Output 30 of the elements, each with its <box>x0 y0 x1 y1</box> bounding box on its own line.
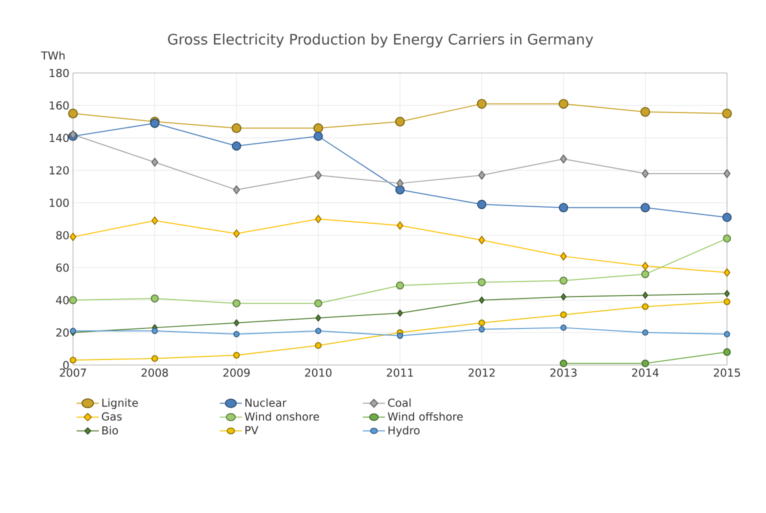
x-tick-label: 2015 <box>714 368 740 377</box>
legend-label: Gas <box>102 412 122 421</box>
y-tick-label: 20 <box>56 328 69 337</box>
legend-label: Lignite <box>102 398 138 409</box>
y-tick-label: 60 <box>56 264 69 272</box>
y-tick-label: 80 <box>56 231 69 240</box>
y-tick-label: 40 <box>56 296 69 304</box>
y-tick-label: 140 <box>50 134 69 142</box>
legend-label: Bio <box>102 426 118 434</box>
x-tick-label: 2012 <box>468 368 495 377</box>
y-tick-label: 160 <box>50 101 69 110</box>
x-tick-label: 2010 <box>305 368 332 377</box>
x-tick-label: 2013 <box>550 368 577 377</box>
legend-label: PV <box>245 426 258 434</box>
x-tick-label: 2011 <box>386 368 413 377</box>
legend-label: Wind offshore <box>388 412 463 421</box>
legend-label: Wind onshore <box>244 412 320 421</box>
x-tick-label: 2007 <box>60 368 86 377</box>
y-tick-label: 100 <box>50 198 69 207</box>
x-tick-label: 2008 <box>142 368 168 377</box>
y-tick-label: 0 <box>63 360 69 370</box>
chart-title: Gross Electricity Production by Energy Carriers in Germany <box>168 34 594 48</box>
legend-label: Hydro <box>388 426 420 437</box>
y-tick-label: 120 <box>50 166 69 174</box>
x-tick-label: 2009 <box>223 368 250 377</box>
legend-label: Coal <box>388 398 411 407</box>
y-axis-title: TWh <box>40 51 65 60</box>
y-tick-label: 180 <box>50 68 69 78</box>
legend-label: Nuclear <box>245 398 287 407</box>
x-tick-label: 2014 <box>632 368 659 377</box>
